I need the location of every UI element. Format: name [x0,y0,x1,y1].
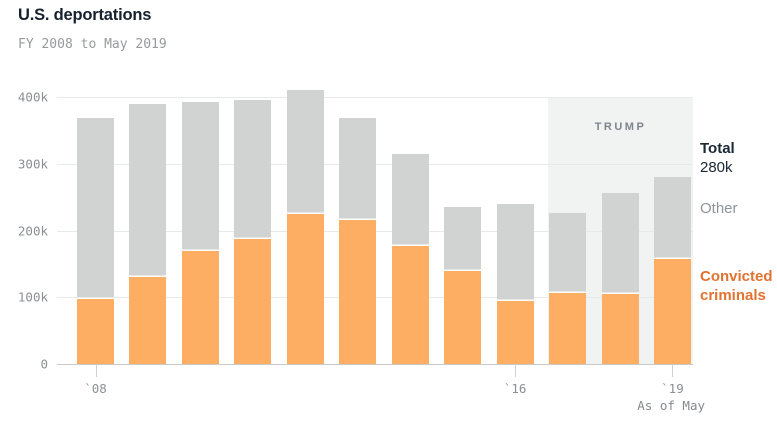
x-axis-tick-19 [672,365,674,377]
y-axis-tick-label-0: 0 [40,356,48,372]
y-axis-tick-label-400k: 400k [17,89,48,105]
y-axis-tick-label-300k: 300k [17,156,48,172]
convicted-label-line1: Convicted [700,268,773,285]
bar-2018-criminal-segment [601,293,639,364]
total-label-value: 280k [700,159,733,176]
x-axis-label-08: `08 [84,381,107,396]
x-axis-tick-16 [515,365,517,377]
bar-2011 [234,99,272,364]
bar-2011-criminal-segment [234,238,272,364]
bar-2014-criminal-segment [391,245,429,364]
bar-2016 [496,203,534,364]
bar-2018 [601,193,639,364]
y-axis-tick-label-100k: 100k [17,289,48,305]
bar-2016-criminal-segment [496,301,534,364]
x-axis-label-19: `19 [661,381,684,396]
bar-2015-criminal-segment [444,271,482,364]
bar-2019 [653,177,691,364]
bar-2019-criminal-segment [653,259,691,364]
convicted-criminals-label: Convicted criminals [700,267,773,305]
bar-2008-criminal-segment [77,299,114,364]
trump-region-label: TRUMP [594,121,647,133]
bar-2017 [549,213,587,364]
chart-title: U.S. deportations [18,6,152,24]
x-axis-label-16: `16 [503,381,527,396]
total-label: Total 280k [700,139,735,177]
y-axis: 400k 300k 200k 100k 0 [0,90,48,372]
bar-2008 [77,117,114,364]
bar-2010 [181,102,219,364]
bar-2013 [339,118,377,364]
bar-2010-criminal-segment [181,251,219,364]
as-of-may-footnote: As of May [637,398,705,413]
x-axis-tick-08 [95,365,97,377]
y-axis-tick-label-200k: 200k [17,223,48,238]
chart-subtitle: FY 2008 to May 2019 [18,37,167,52]
bar-2012-criminal-segment [286,213,324,364]
total-label-title: Total [700,140,735,157]
bar-2009 [129,104,167,364]
plot-area: TRUMP `08 `16 `19 As of May [57,90,705,413]
bar-2014 [391,153,429,364]
bar-2013-criminal-segment [339,219,377,364]
bar-2015 [444,207,482,364]
bar-2009-criminal-segment [129,276,167,364]
bar-2012 [286,90,324,364]
bar-2017-criminal-segment [549,293,587,364]
convicted-label-line2: criminals [700,287,766,304]
gridline-400k [57,97,693,98]
other-label: Other [700,200,738,217]
